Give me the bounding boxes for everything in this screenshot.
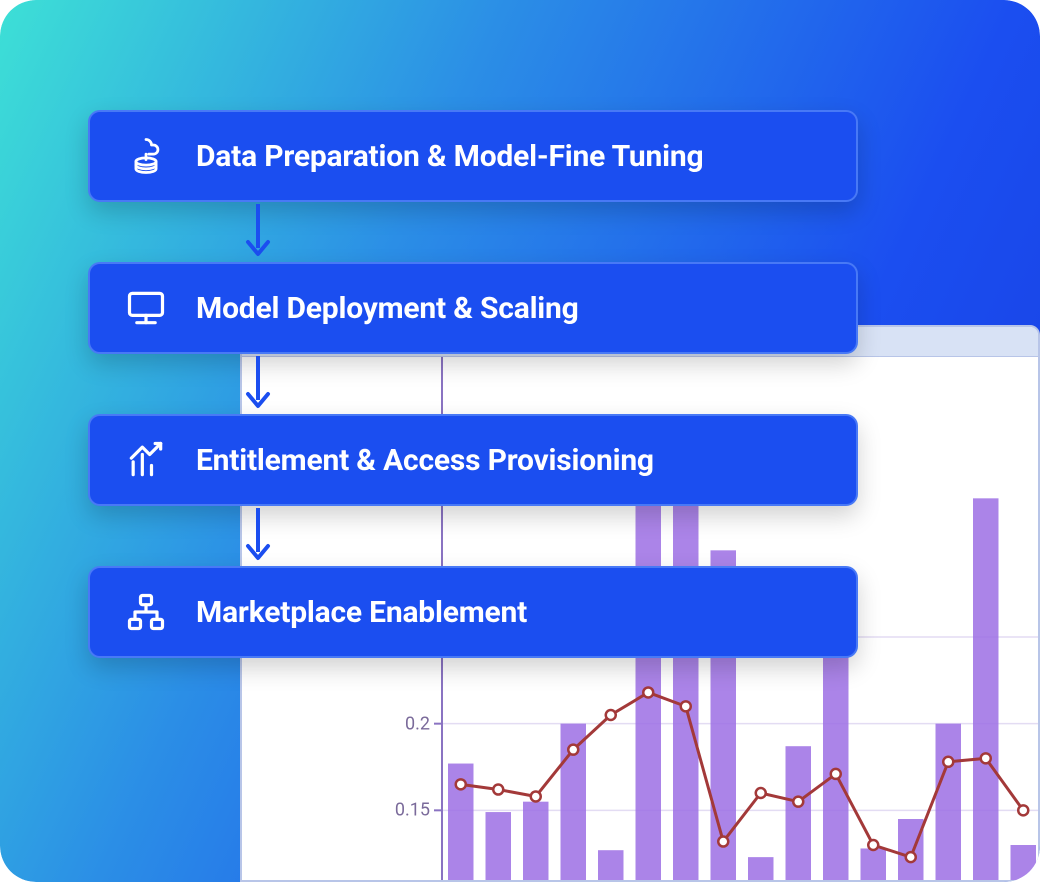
- flow-diagram: Data Preparation & Model-Fine Tuning Mod…: [88, 110, 858, 658]
- flow-step-label: Entitlement & Access Provisioning: [196, 443, 654, 478]
- y-tick-label: 0.15: [244, 800, 430, 821]
- flow-step: Model Deployment & Scaling: [88, 262, 858, 354]
- chart-up-icon: [124, 438, 168, 482]
- flow-arrow-icon: [238, 202, 278, 262]
- flow-step: Marketplace Enablement: [88, 566, 858, 658]
- y-tick-label: 0.2: [244, 713, 430, 734]
- flow-step: Entitlement & Access Provisioning: [88, 414, 858, 506]
- flow-arrow-icon: [238, 506, 278, 566]
- infographic-canvas: 0.150.20.250.55 Data Preparation & Model…: [0, 0, 1040, 882]
- flow-step: Data Preparation & Model-Fine Tuning: [88, 110, 858, 202]
- flow-arrow-icon: [238, 354, 278, 414]
- flow-step-label: Model Deployment & Scaling: [196, 291, 579, 326]
- database-cloud-icon: [124, 134, 168, 178]
- flow-step-label: Data Preparation & Model-Fine Tuning: [196, 139, 703, 174]
- monitor-icon: [124, 286, 168, 330]
- flow-step-label: Marketplace Enablement: [196, 595, 527, 630]
- network-icon: [124, 590, 168, 634]
